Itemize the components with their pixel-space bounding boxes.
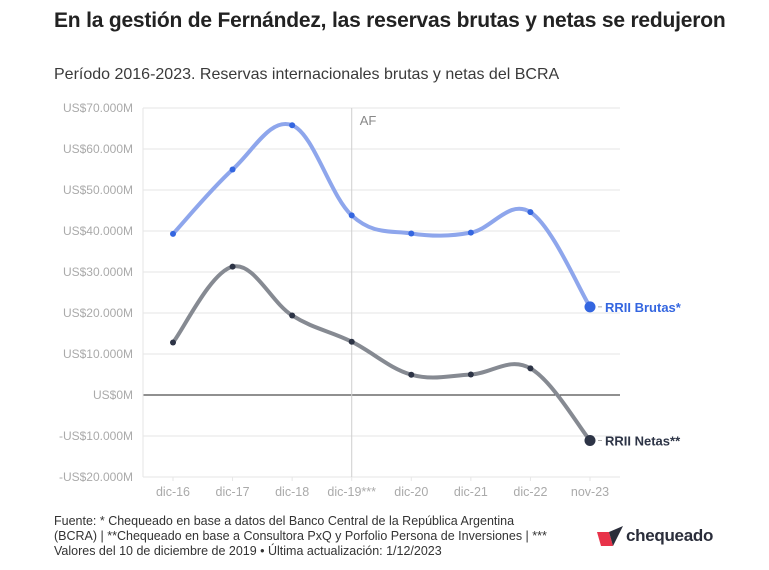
data-point: [289, 312, 296, 319]
x-tick-label: dic-18: [275, 485, 309, 499]
data-point: [348, 338, 355, 345]
annotation: AF: [351, 108, 377, 477]
data-point: [467, 229, 474, 236]
x-tick-label: dic-21: [454, 485, 488, 499]
series-brutas: RRII Brutas*: [170, 121, 682, 315]
series-line: [171, 121, 592, 309]
line-chart: US$70.000M US$60.000M US$50.000M US$40.000M…: [59, 101, 682, 499]
y-tick-label: US$10.000M: [63, 347, 133, 361]
y-tick-label: US$20.000M: [63, 306, 133, 320]
y-tick-label: US$50.000M: [63, 183, 133, 197]
series-label: RRII Netas**: [605, 434, 681, 449]
y-axis-ticks: US$70.000M US$60.000M US$50.000M US$40.000M…: [59, 101, 133, 484]
y-tick-label: US$0M: [93, 388, 133, 402]
data-point: [229, 166, 236, 173]
grid: [142, 107, 620, 481]
logo-text: chequeado: [626, 526, 714, 545]
y-tick-label: US$30.000M: [63, 265, 133, 279]
data-point: [527, 209, 534, 216]
x-tick-label: dic-17: [216, 485, 250, 499]
source-line-1: Fuente: * Chequeado en base a datos del …: [54, 514, 515, 528]
check-mark-icon: [597, 526, 623, 546]
series-line: [171, 264, 592, 443]
chequeado-logo[interactable]: chequeado: [597, 526, 713, 546]
source-footer: Fuente: * Chequeado en base a datos del …: [54, 514, 614, 559]
x-tick-label: dic-16: [156, 485, 190, 499]
data-point: [170, 339, 176, 346]
data-point: [584, 435, 596, 447]
y-tick-label: US$70.000M: [63, 101, 133, 115]
series-netas: RRII Netas**: [170, 263, 681, 449]
series-label: RRII Brutas*: [605, 300, 682, 315]
chart-subtitle: Período 2016-2023. Reservas internaciona…: [54, 66, 560, 83]
data-point: [170, 230, 176, 237]
x-tick-label: dic-22: [513, 485, 547, 499]
data-point: [289, 122, 296, 129]
data-point: [527, 365, 534, 372]
data-point: [348, 212, 355, 219]
source-line-2: (BCRA) | **Chequeado en base a Consultor…: [54, 529, 547, 543]
y-tick-label: -US$20.000M: [59, 470, 133, 484]
data-point: [467, 371, 474, 378]
y-tick-label: US$60.000M: [63, 142, 133, 156]
y-tick-label: US$40.000M: [63, 224, 133, 238]
data-point: [584, 301, 596, 313]
source-line-3: Valores del 10 de diciembre de 2019 • Úl…: [54, 544, 442, 558]
annotation-label: AF: [360, 113, 377, 128]
x-axis-ticks: dic-16 dic-17 dic-18 dic-19*** dic-20 dic-21 d…: [156, 485, 609, 499]
y-tick-label: -US$10.000M: [59, 429, 133, 443]
data-point: [408, 230, 415, 237]
chart-title: En la gestión de Fernández, las reservas…: [54, 9, 726, 32]
data-point: [408, 371, 415, 378]
x-tick-label: dic-20: [394, 485, 428, 499]
data-point: [229, 263, 236, 270]
series-group: RRII Brutas* RRII Netas**: [170, 121, 682, 449]
x-tick-label: dic-19***: [327, 485, 376, 499]
x-tick-label: nov-23: [571, 485, 609, 499]
